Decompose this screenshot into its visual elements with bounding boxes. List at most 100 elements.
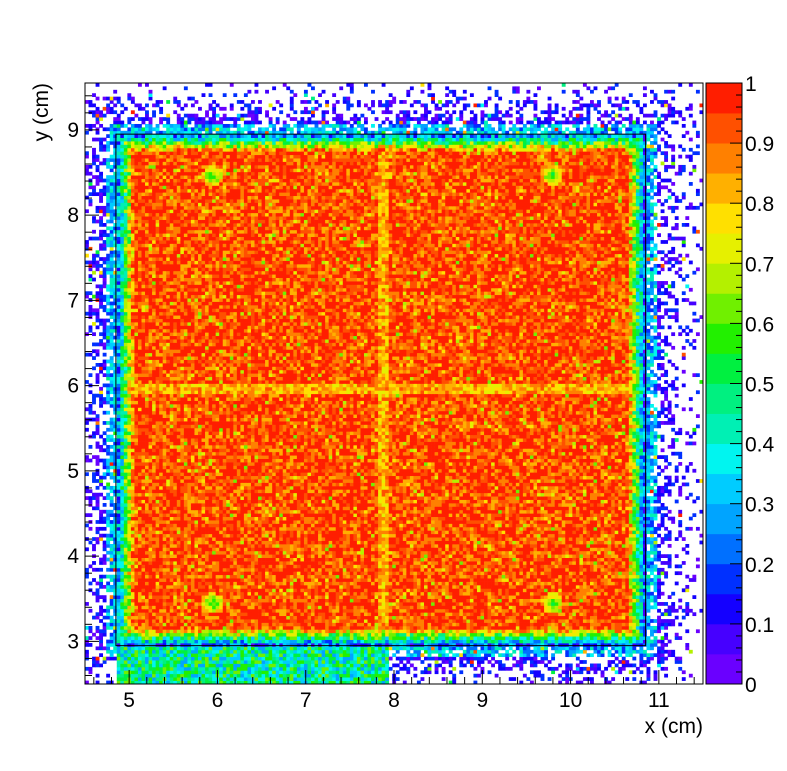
heatmap-cell bbox=[385, 626, 389, 630]
heatmap-cell bbox=[163, 582, 167, 586]
heatmap-cell bbox=[650, 643, 654, 647]
heatmap-cell bbox=[403, 588, 407, 592]
heatmap-cell bbox=[569, 568, 573, 572]
heatmap-cell bbox=[262, 595, 266, 599]
heatmap-cell bbox=[360, 626, 364, 630]
heatmap-cell bbox=[368, 568, 372, 572]
heatmap-cell bbox=[417, 646, 421, 650]
heatmap-cell bbox=[519, 626, 523, 630]
heatmap-cell bbox=[625, 568, 629, 572]
heatmap-cell bbox=[180, 674, 184, 678]
heatmap-cell bbox=[103, 633, 107, 637]
heatmap-cell bbox=[622, 571, 626, 575]
heatmap-cell bbox=[618, 633, 622, 637]
heatmap-cell bbox=[435, 582, 439, 586]
heatmap-cell bbox=[572, 619, 576, 623]
heatmap-cell bbox=[219, 636, 223, 640]
heatmap-cell bbox=[449, 568, 453, 572]
heatmap-cell bbox=[184, 595, 188, 599]
heatmap-cell bbox=[509, 599, 513, 603]
heatmap-cell bbox=[516, 646, 520, 650]
heatmap-cell bbox=[579, 609, 583, 613]
heatmap-cell bbox=[343, 670, 347, 674]
heatmap-cell bbox=[385, 571, 389, 575]
heatmap-cell bbox=[586, 640, 590, 644]
heatmap-cell bbox=[131, 623, 135, 627]
heatmap-cell bbox=[180, 612, 184, 616]
heatmap-cell bbox=[332, 667, 336, 671]
heatmap-cell bbox=[110, 599, 114, 603]
heatmap-cell bbox=[368, 636, 372, 640]
heatmap-cell bbox=[142, 657, 146, 661]
heatmap-cell bbox=[134, 575, 138, 579]
heatmap-cell bbox=[516, 623, 520, 627]
heatmap-cell bbox=[255, 646, 259, 650]
heatmap-cell bbox=[509, 575, 513, 579]
heatmap-cell bbox=[647, 626, 651, 630]
heatmap-cell bbox=[325, 667, 329, 671]
heatmap-cell bbox=[562, 643, 566, 647]
heatmap-cell bbox=[145, 636, 149, 640]
heatmap-cell bbox=[466, 612, 470, 616]
heatmap-cell bbox=[537, 650, 541, 654]
heatmap-cell bbox=[410, 612, 414, 616]
heatmap-cell bbox=[307, 670, 311, 674]
heatmap-cell bbox=[353, 667, 357, 671]
heatmap-cell bbox=[339, 667, 343, 671]
heatmap-cell bbox=[555, 592, 559, 596]
heatmap-cell bbox=[113, 578, 117, 582]
heatmap-cell bbox=[601, 629, 605, 633]
heatmap-cell bbox=[120, 657, 124, 661]
heatmap-cell bbox=[597, 568, 601, 572]
heatmap-cell bbox=[579, 643, 583, 647]
heatmap-cell bbox=[604, 582, 608, 586]
heatmap-cell bbox=[258, 636, 262, 640]
heatmap-cell bbox=[194, 629, 198, 633]
heatmap-cell bbox=[85, 653, 89, 657]
heatmap-cell bbox=[357, 575, 361, 579]
heatmap-cell bbox=[477, 629, 481, 633]
heatmap-cell bbox=[233, 616, 237, 620]
heatmap-cell bbox=[332, 650, 336, 654]
heatmap-cell bbox=[601, 588, 605, 592]
heatmap-cell bbox=[368, 646, 372, 650]
heatmap-cell bbox=[272, 636, 276, 640]
heatmap-cell bbox=[516, 582, 520, 586]
heatmap-cell bbox=[523, 609, 527, 613]
heatmap-cell bbox=[558, 629, 562, 633]
heatmap-cell bbox=[113, 582, 117, 586]
heatmap-cell bbox=[311, 677, 315, 681]
heatmap-cell bbox=[223, 629, 227, 633]
heatmap-cell bbox=[198, 578, 202, 582]
heatmap-cell bbox=[212, 623, 216, 627]
heatmap-cell bbox=[311, 660, 315, 664]
heatmap-cell bbox=[240, 657, 244, 661]
heatmap-cell bbox=[611, 653, 615, 657]
heatmap-cell bbox=[244, 646, 248, 650]
heatmap-cell bbox=[389, 578, 393, 582]
heatmap-cell bbox=[230, 660, 234, 664]
heatmap-cell bbox=[399, 575, 403, 579]
heatmap-cell bbox=[194, 626, 198, 630]
heatmap-cell bbox=[318, 653, 322, 657]
heatmap-cell bbox=[156, 646, 160, 650]
heatmap-cell bbox=[625, 605, 629, 609]
heatmap-cell bbox=[502, 653, 506, 657]
heatmap-cell bbox=[385, 660, 389, 664]
heatmap-cell bbox=[420, 575, 424, 579]
heatmap-cell bbox=[240, 616, 244, 620]
heatmap-cell bbox=[548, 568, 552, 572]
heatmap-cell bbox=[124, 650, 128, 654]
heatmap-cell bbox=[163, 605, 167, 609]
heatmap-cell bbox=[519, 619, 523, 623]
heatmap-cell bbox=[615, 592, 619, 596]
heatmap-cell bbox=[124, 623, 128, 627]
heatmap-cell bbox=[382, 660, 386, 664]
heatmap-cell bbox=[417, 629, 421, 633]
heatmap-cell bbox=[219, 578, 223, 582]
heatmap-cell bbox=[240, 640, 244, 644]
heatmap-cell bbox=[223, 616, 227, 620]
heatmap-cell bbox=[138, 605, 142, 609]
heatmap-cell bbox=[368, 674, 372, 678]
heatmap-cell bbox=[565, 605, 569, 609]
